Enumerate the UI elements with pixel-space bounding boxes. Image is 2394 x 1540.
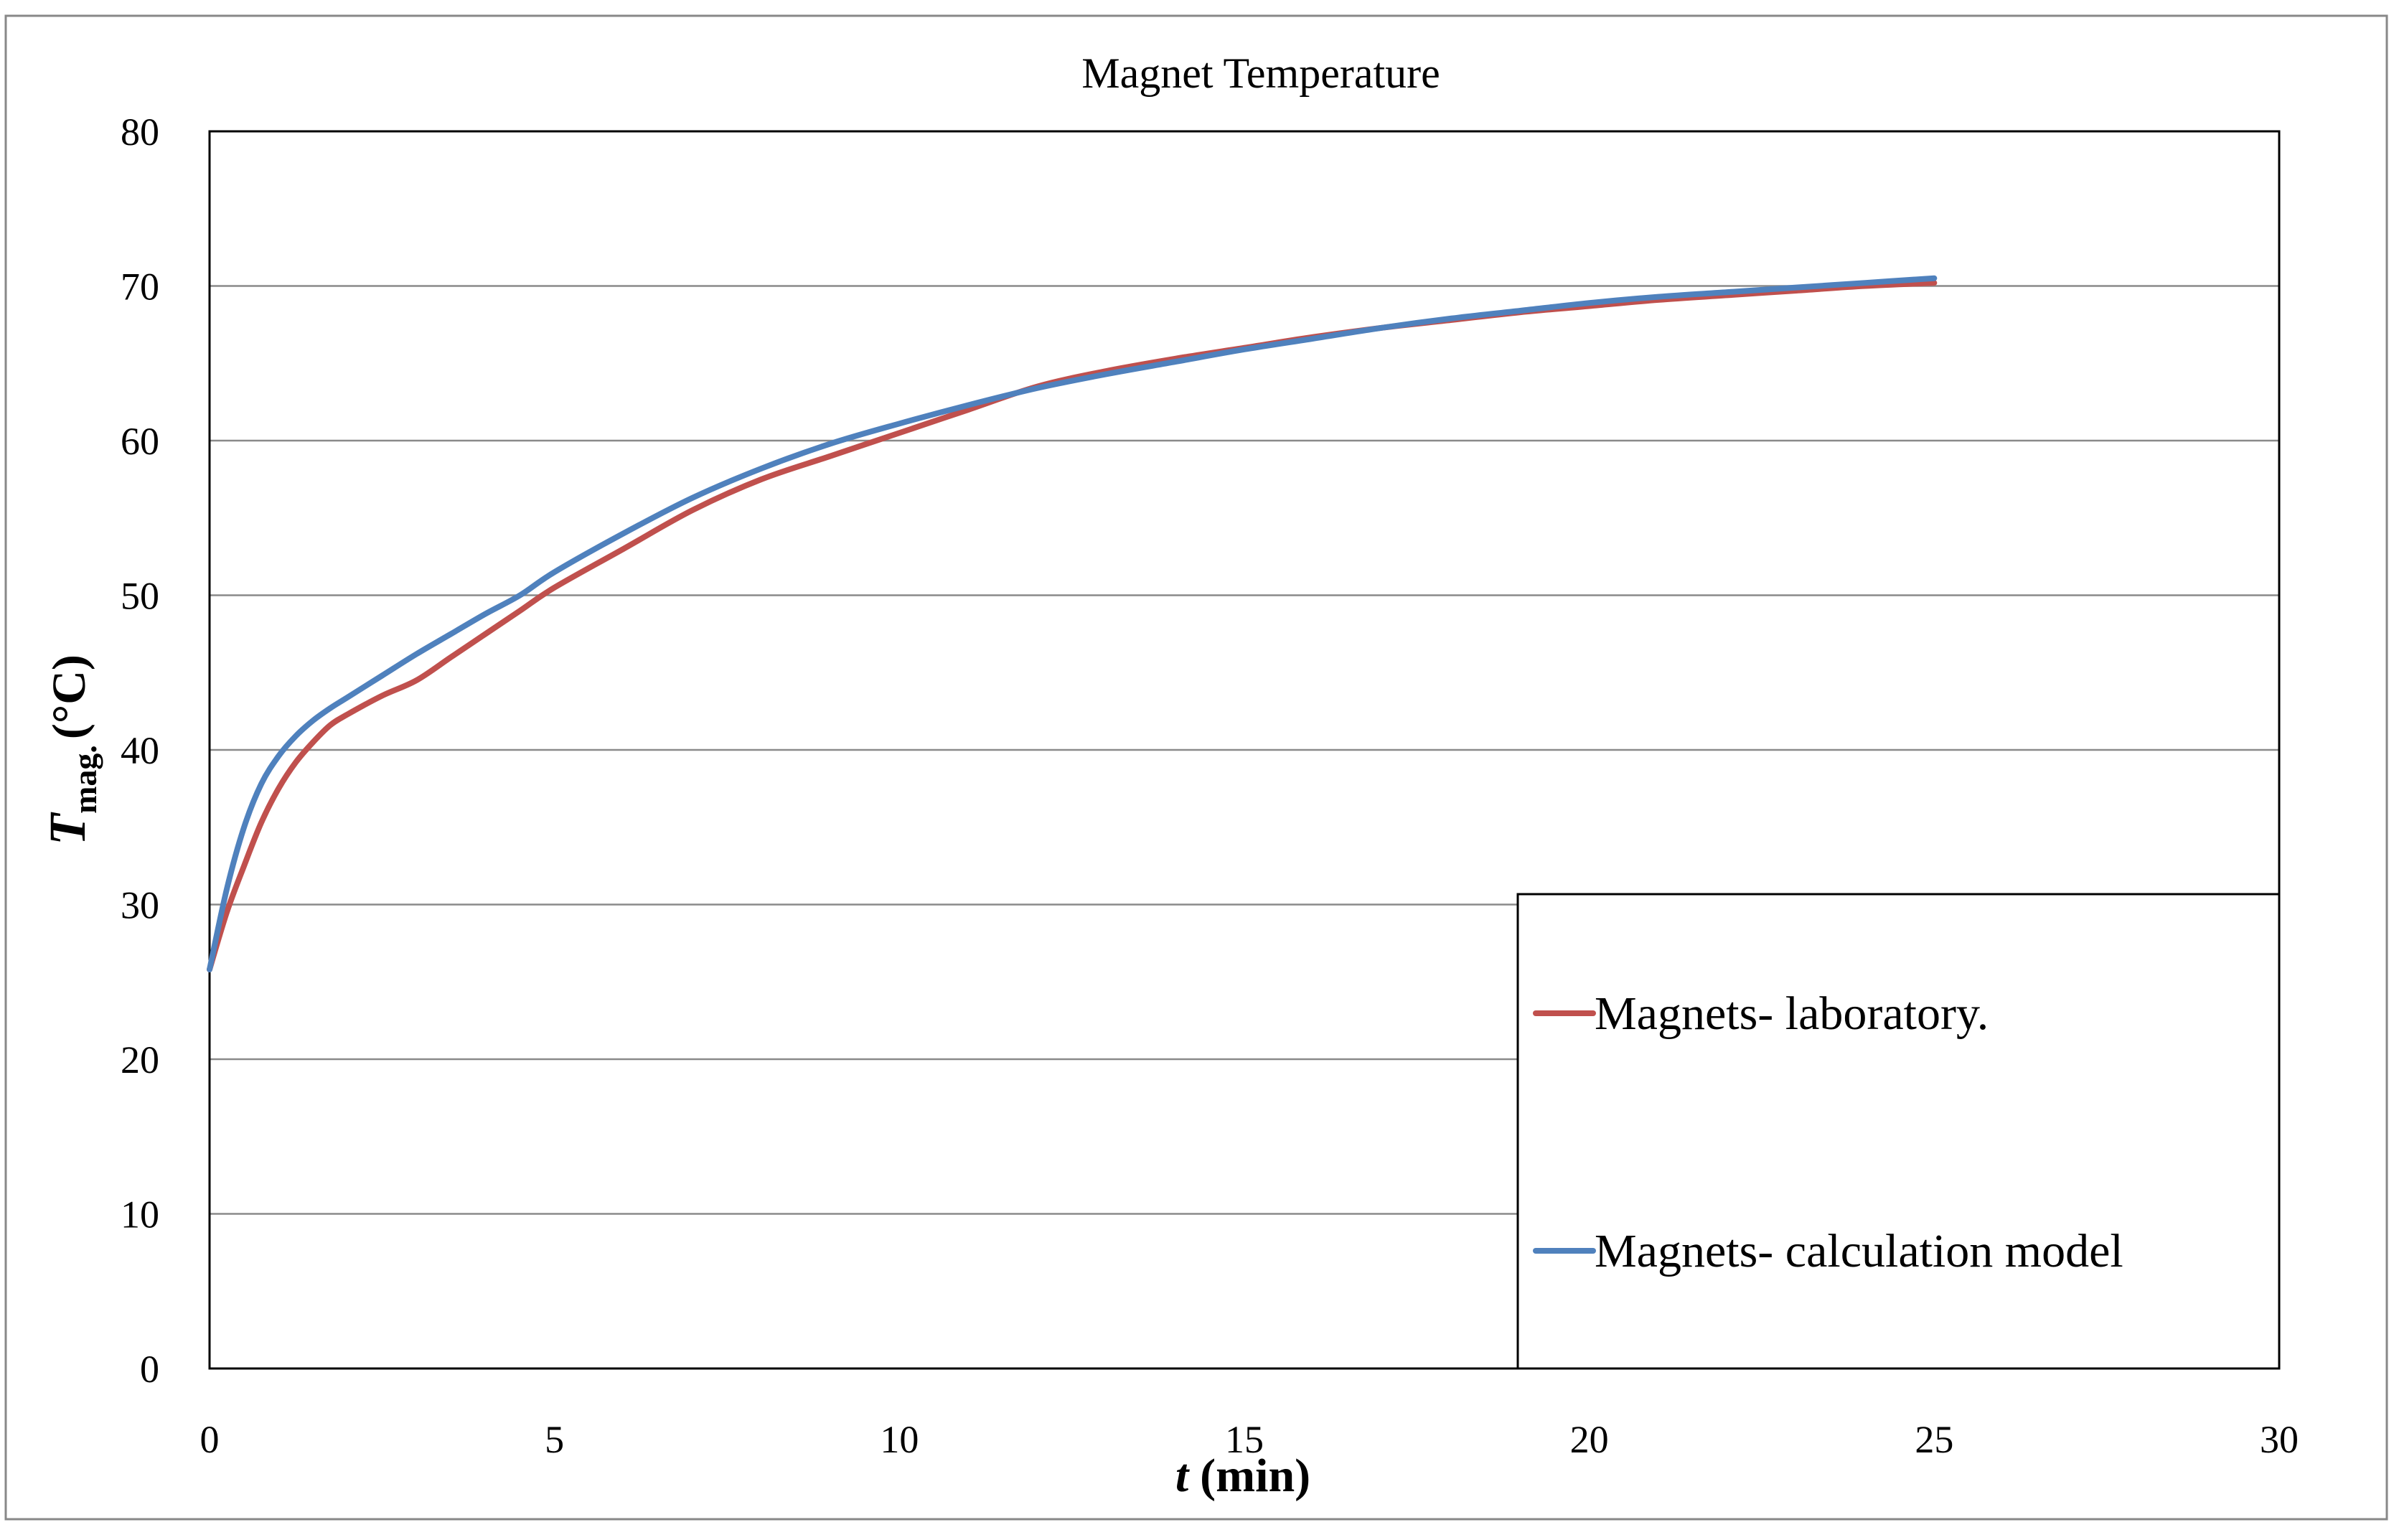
- y-tick-label: 10: [121, 1193, 159, 1236]
- series-lines: [207, 275, 1938, 973]
- x-axis-unit: (min): [1200, 1450, 1310, 1502]
- legend-box: [1516, 893, 2281, 1370]
- y-tick-label: 80: [121, 111, 159, 154]
- x-tick-label: 20: [1570, 1418, 1609, 1461]
- y-axis-var: T: [39, 812, 96, 845]
- y-tick-labels: 0 10 20 30 40 50 60 70 80: [121, 111, 159, 1391]
- legend-label-calculation-model: Magnets- calculation model: [1595, 1225, 2123, 1277]
- chart-title: Magnet Temperature: [1081, 50, 1440, 97]
- y-axis-sub: mag.: [67, 745, 103, 814]
- x-tick-label: 10: [880, 1418, 919, 1461]
- series-line-calculation-model: [207, 275, 1938, 973]
- y-tick-label: 0: [140, 1348, 159, 1391]
- y-tick-label: 40: [121, 729, 159, 772]
- x-tick-label: 0: [200, 1418, 220, 1461]
- y-tick-label: 30: [121, 884, 159, 927]
- x-tick-label: 30: [2260, 1418, 2299, 1461]
- x-tick-label: 15: [1225, 1418, 1264, 1461]
- x-tick-label: 5: [545, 1418, 564, 1461]
- legend: Magnets- laboratory. Magnets- calculatio…: [1516, 893, 2281, 1370]
- x-axis-title: t (min): [1175, 1450, 1310, 1502]
- y-axis-title: Tmag. (°C): [39, 654, 103, 845]
- x-axis-var: t: [1175, 1450, 1190, 1502]
- x-tick-label: 25: [1915, 1418, 1953, 1461]
- y-tick-label: 60: [121, 420, 159, 463]
- y-tick-label: 20: [121, 1038, 159, 1081]
- y-tick-label: 70: [121, 266, 159, 309]
- plot-area-border: [208, 130, 2281, 1370]
- y-axis-unit: (°C): [43, 654, 95, 739]
- legend-label-laboratory: Magnets- laboratory.: [1595, 987, 1989, 1040]
- y-axis-title-group: Tmag. (°C): [39, 654, 103, 845]
- y-tick-label: 50: [121, 575, 159, 618]
- x-tick-labels: 0 5 10 15 20 25 30: [200, 1418, 2299, 1461]
